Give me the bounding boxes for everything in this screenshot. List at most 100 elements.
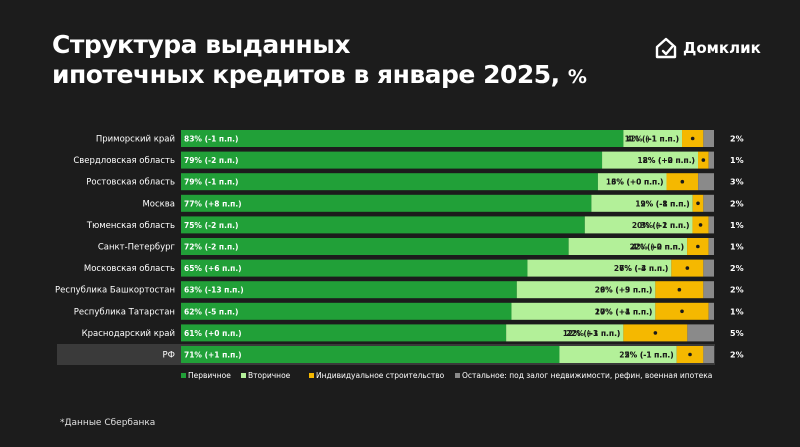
category-label: РФ: [163, 351, 175, 361]
category-label: Ростовская область: [86, 178, 175, 188]
data-label-primary: 77% (+8 п.п.): [184, 199, 242, 208]
bar-segment-1: [181, 281, 517, 299]
data-label-other: 1%: [730, 221, 744, 230]
bar-segment-2: [602, 151, 699, 169]
individual-marker-dot: [680, 179, 685, 184]
data-label-secondary: 22% (-2 п.п.): [630, 243, 684, 252]
data-label-primary: 65% (+6 п.п.): [184, 264, 242, 273]
bar-segment-2: [511, 302, 656, 320]
legend-swatch-4: [455, 373, 460, 378]
individual-marker-dot: [696, 201, 700, 206]
bar-segment-1: [181, 302, 512, 320]
data-label-secondary: 22% (-1 п.п.): [619, 351, 673, 360]
data-label-primary: 62% (-5 п.п.): [184, 307, 238, 316]
data-label-individual: 10% (+1 п.п.): [595, 307, 653, 316]
data-label-primary: 79% (-2 п.п.): [184, 156, 238, 165]
bar-segment-2: [597, 173, 667, 191]
bar-segment-2: [527, 259, 672, 277]
individual-marker-dot: [696, 244, 700, 249]
data-label-individual: 2% (+0 п.п.): [643, 156, 695, 165]
data-label-other: 1%: [730, 307, 744, 316]
legend-swatch-3: [309, 373, 314, 378]
bar-segment-1: [181, 151, 603, 169]
bar-segment-1: [181, 194, 592, 212]
category-label: Приморский край: [96, 135, 175, 145]
data-label-primary: 71% (+1 п.п.): [184, 351, 242, 360]
footnote: *Данные Сбербанка: [60, 418, 156, 428]
data-label-primary: 63% (-13 п.п.): [184, 286, 244, 295]
individual-marker-dot: [685, 266, 690, 270]
bar-segment-4: [708, 216, 714, 234]
individual-marker-dot: [680, 309, 684, 314]
bar-segment-2: [623, 130, 683, 147]
bar-segment-4: [703, 194, 714, 212]
brand-logo: Домклик: [655, 37, 761, 59]
title-unit: %: [567, 66, 587, 88]
data-label-individual: 12% (+1 п.п.): [563, 329, 621, 338]
bar-segment-4: [703, 130, 714, 147]
bar-segment-1: [181, 238, 569, 255]
bar-segment-4: [687, 324, 714, 342]
data-label-individual: 4% (+0 п.п.): [632, 243, 684, 252]
bar-segment-2: [584, 216, 693, 234]
title-line-2-row: ипотечных кредитов в январе 2025, %: [52, 60, 587, 92]
data-label-individual: 6% (-4 п.п.): [619, 264, 668, 273]
bar-segment-2: [559, 346, 677, 363]
bar-segment-2: [516, 281, 656, 299]
data-label-primary: 83% (-1 п.п.): [184, 135, 238, 144]
data-label-other: 2%: [730, 199, 744, 208]
category-label: Санкт-Петербург: [98, 243, 176, 253]
bar-segment-1: [181, 346, 560, 363]
legend-label-3: Индивидуальное строительство: [316, 371, 445, 380]
data-label-individual: 5% (-1 п.п.): [624, 351, 673, 360]
data-label-other: 2%: [730, 351, 744, 360]
bar-segment-4: [703, 346, 714, 363]
data-label-secondary: 27% (+4 п.п.): [595, 307, 653, 316]
bar-segment-4: [703, 259, 714, 277]
data-label-primary: 79% (-1 п.п.): [184, 178, 238, 187]
data-label-secondary: 26% (+9 п.п.): [595, 286, 653, 295]
legend-label-2: Вторичное: [248, 371, 291, 380]
category-label: Москва: [142, 199, 175, 209]
bar-segment-4: [708, 151, 714, 169]
data-label-secondary: 19% (-8 п.п.): [635, 199, 689, 208]
data-label-secondary: 27% (-3 п.п.): [614, 264, 668, 273]
chart-title: Структура выданных ипотечных кредитов в …: [52, 30, 587, 92]
data-label-secondary: 22% (-3 п.п.): [566, 329, 620, 338]
bar-segment-1: [181, 130, 624, 147]
brand-name: Домклик: [683, 39, 761, 57]
data-label-secondary: 13% (+0 п.п.): [606, 178, 664, 187]
legend-label-1: Первичное: [188, 371, 231, 380]
data-label-other: 3%: [730, 178, 744, 187]
data-label-other: 5%: [730, 329, 744, 338]
bar-segment-4: [703, 281, 714, 299]
category-label: Республика Татарстан: [74, 307, 175, 317]
data-label-secondary: 18% (+2 п.п.): [637, 156, 695, 165]
legend-swatch-2: [241, 373, 246, 378]
bar-segment-2: [506, 324, 624, 342]
data-label-individual: 2% (-1 п.п.): [640, 199, 689, 208]
bar-segment-1: [181, 324, 507, 342]
individual-marker-dot: [677, 287, 682, 292]
data-label-other: 2%: [730, 264, 744, 273]
data-label-individual: 9% (+3 п.п.): [600, 286, 652, 295]
data-label-individual: 4% (+1 п.п.): [627, 135, 679, 144]
individual-marker-dot: [653, 331, 658, 335]
data-label-individual: 3% (-1 п.п.): [640, 221, 689, 230]
title-line-1: Структура выданных: [52, 30, 351, 59]
bar-segment-4: [708, 302, 714, 320]
title-line-2: ипотечных кредитов в январе 2025,: [52, 60, 560, 89]
individual-marker-dot: [690, 136, 695, 141]
bar-segment-1: [181, 259, 528, 277]
data-label-primary: 61% (+0 п.п.): [184, 329, 242, 338]
data-label-secondary: 20% (+2 п.п.): [632, 221, 690, 230]
data-label-primary: 72% (-2 п.п.): [184, 243, 238, 252]
data-label-other: 2%: [730, 135, 744, 144]
data-label-other: 2%: [730, 286, 744, 295]
bar-segment-2: [568, 238, 688, 255]
bar-segment-1: [181, 173, 598, 191]
domclick-house-icon: [655, 37, 677, 59]
individual-marker-dot: [688, 352, 692, 357]
data-label-other: 1%: [730, 156, 744, 165]
